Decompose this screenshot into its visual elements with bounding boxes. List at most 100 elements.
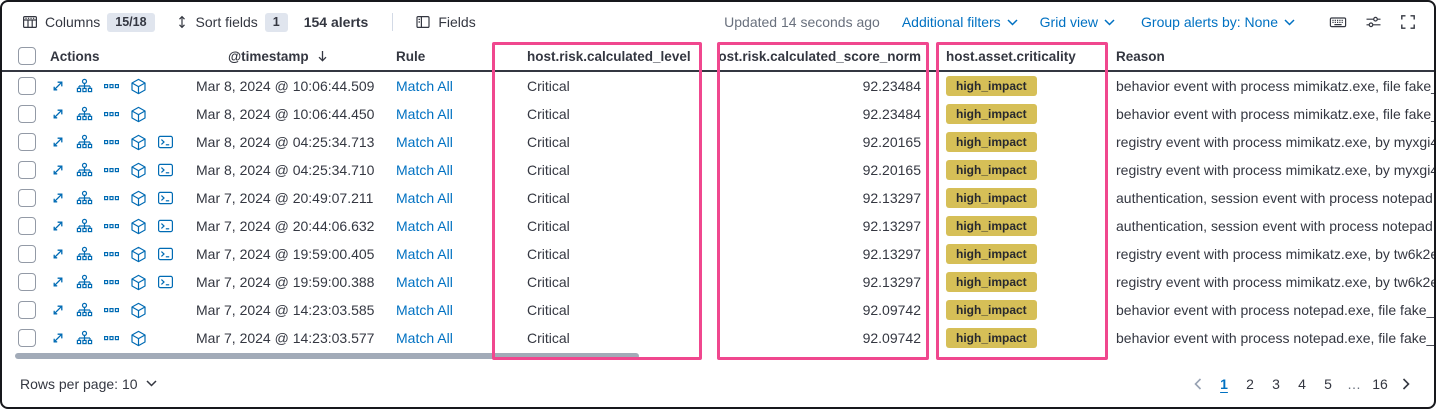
expand-alert-button[interactable]	[50, 302, 66, 318]
fields-button[interactable]: Fields	[407, 10, 483, 34]
more-actions-button[interactable]	[103, 274, 120, 290]
criticality-badge: high_impact	[946, 328, 1037, 348]
session-view-button[interactable]	[157, 162, 174, 178]
reason-cell: behavior event with process mimikatz.exe…	[1116, 78, 1434, 94]
analyzer-button[interactable]	[76, 78, 93, 94]
analyzer-button[interactable]	[76, 330, 93, 346]
row-checkbox[interactable]	[18, 133, 36, 151]
row-checkbox[interactable]	[18, 105, 36, 123]
expand-alert-button[interactable]	[50, 218, 66, 234]
row-checkbox[interactable]	[18, 273, 36, 291]
more-actions-button[interactable]	[103, 106, 120, 122]
analyze-event-button[interactable]	[130, 162, 147, 179]
analyze-event-button[interactable]	[130, 302, 147, 319]
display-options-button[interactable]	[1361, 10, 1386, 34]
session-view-button[interactable]	[157, 190, 174, 206]
pagination-next-button[interactable]	[1394, 372, 1418, 396]
more-actions-button[interactable]	[103, 162, 120, 178]
row-checkbox[interactable]	[18, 189, 36, 207]
rule-link[interactable]: Match All	[396, 274, 453, 290]
expand-alert-button[interactable]	[50, 330, 66, 346]
analyzer-button[interactable]	[76, 302, 93, 318]
expand-icon	[53, 277, 63, 287]
reason-cell: behavior event with process notepad.exe,…	[1116, 330, 1434, 346]
expand-alert-button[interactable]	[50, 162, 66, 178]
pagination-page-16[interactable]: 16	[1368, 372, 1392, 396]
session-view-button[interactable]	[157, 246, 174, 262]
analyzer-button[interactable]	[76, 190, 93, 206]
criticality-badge: high_impact	[946, 160, 1037, 180]
row-checkbox[interactable]	[18, 245, 36, 263]
row-checkbox[interactable]	[18, 329, 36, 347]
analyzer-icon	[76, 106, 93, 121]
analyze-event-button[interactable]	[130, 330, 147, 347]
analyzer-button[interactable]	[76, 274, 93, 290]
pagination-page-5[interactable]: 5	[1316, 372, 1340, 396]
analyze-event-button[interactable]	[130, 190, 147, 207]
grid-view-button[interactable]: Grid view	[1032, 10, 1123, 34]
horizontal-scrollbar[interactable]	[15, 353, 639, 359]
session-view-button[interactable]	[157, 134, 174, 150]
analyze-event-button[interactable]	[130, 106, 147, 123]
expand-alert-button[interactable]	[50, 106, 66, 122]
analyzer-button[interactable]	[76, 134, 93, 150]
columns-button[interactable]: Columns 15/18	[14, 9, 163, 36]
session-view-button[interactable]	[157, 218, 174, 234]
select-all-checkbox[interactable]	[18, 47, 36, 65]
analyze-event-button[interactable]	[130, 274, 147, 291]
pagination-page-2[interactable]: 2	[1238, 372, 1262, 396]
rule-link[interactable]: Match All	[396, 302, 453, 318]
session-view-button[interactable]	[157, 274, 174, 290]
analyzer-icon	[76, 330, 93, 345]
rule-link[interactable]: Match All	[396, 78, 453, 94]
rule-link[interactable]: Match All	[396, 246, 453, 262]
row-checkbox[interactable]	[18, 161, 36, 179]
criticality-badge: high_impact	[946, 132, 1037, 152]
reason-cell: behavior event with process mimikatz.exe…	[1116, 106, 1434, 122]
rule-link[interactable]: Match All	[396, 330, 453, 346]
analyzer-button[interactable]	[76, 162, 93, 178]
more-actions-button[interactable]	[103, 330, 120, 346]
rows-per-page-button[interactable]: Rows per page: 10	[20, 376, 157, 392]
more-actions-icon	[104, 307, 119, 313]
more-actions-button[interactable]	[103, 134, 120, 150]
fullscreen-button[interactable]	[1396, 10, 1420, 34]
more-actions-button[interactable]	[103, 190, 120, 206]
analyze-event-button[interactable]	[130, 218, 147, 235]
analyze-event-button[interactable]	[130, 134, 147, 151]
header-timestamp[interactable]: @timestamp	[188, 42, 388, 70]
analyzer-button[interactable]	[76, 106, 93, 122]
pagination-page-3[interactable]: 3	[1264, 372, 1288, 396]
rule-link[interactable]: Match All	[396, 218, 453, 234]
expand-alert-button[interactable]	[50, 78, 66, 94]
expand-alert-button[interactable]	[50, 134, 66, 150]
pagination-prev-button[interactable]	[1186, 372, 1210, 396]
group-alerts-button[interactable]: Group alerts by: None	[1133, 10, 1303, 34]
more-actions-button[interactable]	[103, 246, 120, 262]
keyboard-shortcuts-button[interactable]	[1325, 10, 1351, 34]
rule-link[interactable]: Match All	[396, 134, 453, 150]
analyze-event-button[interactable]	[130, 246, 147, 263]
row-checkbox[interactable]	[18, 217, 36, 235]
sort-fields-button[interactable]: Sort fields 1	[167, 9, 296, 36]
analyze-event-button[interactable]	[130, 78, 147, 95]
criticality-badge: high_impact	[946, 244, 1037, 264]
pagination-page-4[interactable]: 4	[1290, 372, 1314, 396]
more-actions-button[interactable]	[103, 218, 120, 234]
pagination-page-1[interactable]: 1	[1212, 372, 1236, 396]
more-actions-button[interactable]	[103, 302, 120, 318]
sort-fields-label: Sort fields	[195, 14, 258, 30]
rule-link[interactable]: Match All	[396, 162, 453, 178]
additional-filters-button[interactable]: Additional filters	[894, 10, 1026, 34]
sort-icon	[178, 15, 185, 29]
expand-alert-button[interactable]	[50, 246, 66, 262]
rule-link[interactable]: Match All	[396, 190, 453, 206]
analyzer-button[interactable]	[76, 246, 93, 262]
analyzer-button[interactable]	[76, 218, 93, 234]
row-checkbox[interactable]	[18, 301, 36, 319]
row-checkbox[interactable]	[18, 77, 36, 95]
expand-alert-button[interactable]	[50, 274, 66, 290]
rule-link[interactable]: Match All	[396, 106, 453, 122]
more-actions-button[interactable]	[103, 78, 120, 94]
expand-alert-button[interactable]	[50, 190, 66, 206]
